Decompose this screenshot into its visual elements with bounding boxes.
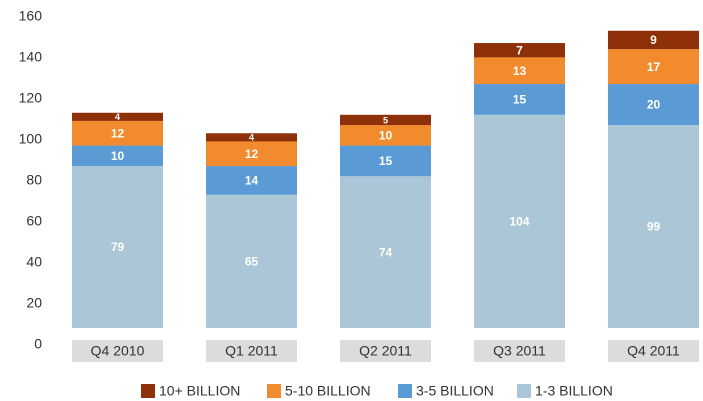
category-box — [474, 340, 565, 362]
bar-segment — [340, 176, 431, 328]
y-tick-label: 60 — [26, 213, 42, 229]
bar-segment — [72, 166, 163, 328]
bar-segment — [206, 166, 297, 195]
data-label: 17 — [647, 60, 661, 74]
y-tick-label: 160 — [19, 8, 43, 24]
bar-segment — [474, 84, 565, 115]
y-tick-label: 40 — [26, 254, 42, 270]
bar-segment — [608, 125, 699, 328]
bar-segment — [608, 84, 699, 126]
data-label: 20 — [647, 98, 661, 112]
x-tick-label: Q1 2011 — [225, 343, 278, 359]
bar-segment — [72, 120, 163, 146]
bar-segment — [340, 114, 431, 126]
x-tick-label: Q4 2011 — [627, 343, 680, 359]
data-label: 15 — [379, 154, 393, 168]
legend-label: 3-5 BILLION — [416, 383, 494, 399]
legend-swatch — [267, 384, 281, 398]
data-label: 13 — [513, 64, 527, 78]
legend-swatch — [517, 384, 531, 398]
data-label: 15 — [513, 93, 527, 107]
bar-segment — [72, 112, 163, 121]
y-tick-label: 80 — [26, 172, 42, 188]
bar-segment — [474, 43, 565, 58]
data-label: 10 — [111, 149, 125, 163]
data-label: 4 — [115, 112, 120, 122]
data-label: 10 — [379, 128, 393, 142]
data-label: 12 — [245, 147, 259, 161]
data-label: 12 — [111, 126, 125, 140]
bar-segment — [340, 125, 431, 146]
x-tick-label: Q4 2010 — [91, 343, 145, 359]
legend-swatch — [398, 384, 412, 398]
bar-segment — [72, 145, 163, 167]
category-box — [608, 340, 699, 362]
data-label: 4 — [249, 133, 254, 143]
data-label: 7 — [516, 43, 523, 57]
bar-segment — [474, 57, 565, 85]
y-tick-label: 100 — [19, 131, 43, 147]
x-tick-label: Q3 2011 — [493, 343, 546, 359]
legend-label: 5-10 BILLION — [285, 383, 371, 399]
category-box — [72, 340, 163, 362]
y-tick-label: 140 — [19, 49, 43, 65]
data-label: 74 — [379, 245, 393, 259]
bar-segment — [474, 114, 565, 328]
x-tick-label: Q2 2011 — [359, 343, 412, 359]
data-label: 9 — [650, 33, 657, 47]
bar-segment — [608, 30, 699, 50]
category-box — [340, 340, 431, 362]
data-label: 14 — [245, 174, 259, 188]
data-label: 79 — [111, 240, 125, 254]
y-tick-label: 20 — [26, 295, 42, 311]
legend-label: 1-3 BILLION — [535, 383, 613, 399]
bar-segment — [608, 49, 699, 85]
bar-segment — [206, 194, 297, 328]
bar-segment — [340, 145, 431, 177]
data-label: 5 — [383, 115, 388, 125]
data-label: 99 — [647, 220, 661, 234]
category-box — [206, 340, 297, 362]
y-tick-label: 0 — [34, 336, 42, 352]
bar-segment — [206, 133, 297, 142]
bar-segment — [206, 141, 297, 167]
legend-label: 10+ BILLION — [159, 383, 240, 399]
data-label: 65 — [245, 255, 259, 269]
legend-swatch — [141, 384, 155, 398]
y-tick-label: 120 — [19, 90, 43, 106]
data-label: 104 — [509, 215, 529, 229]
